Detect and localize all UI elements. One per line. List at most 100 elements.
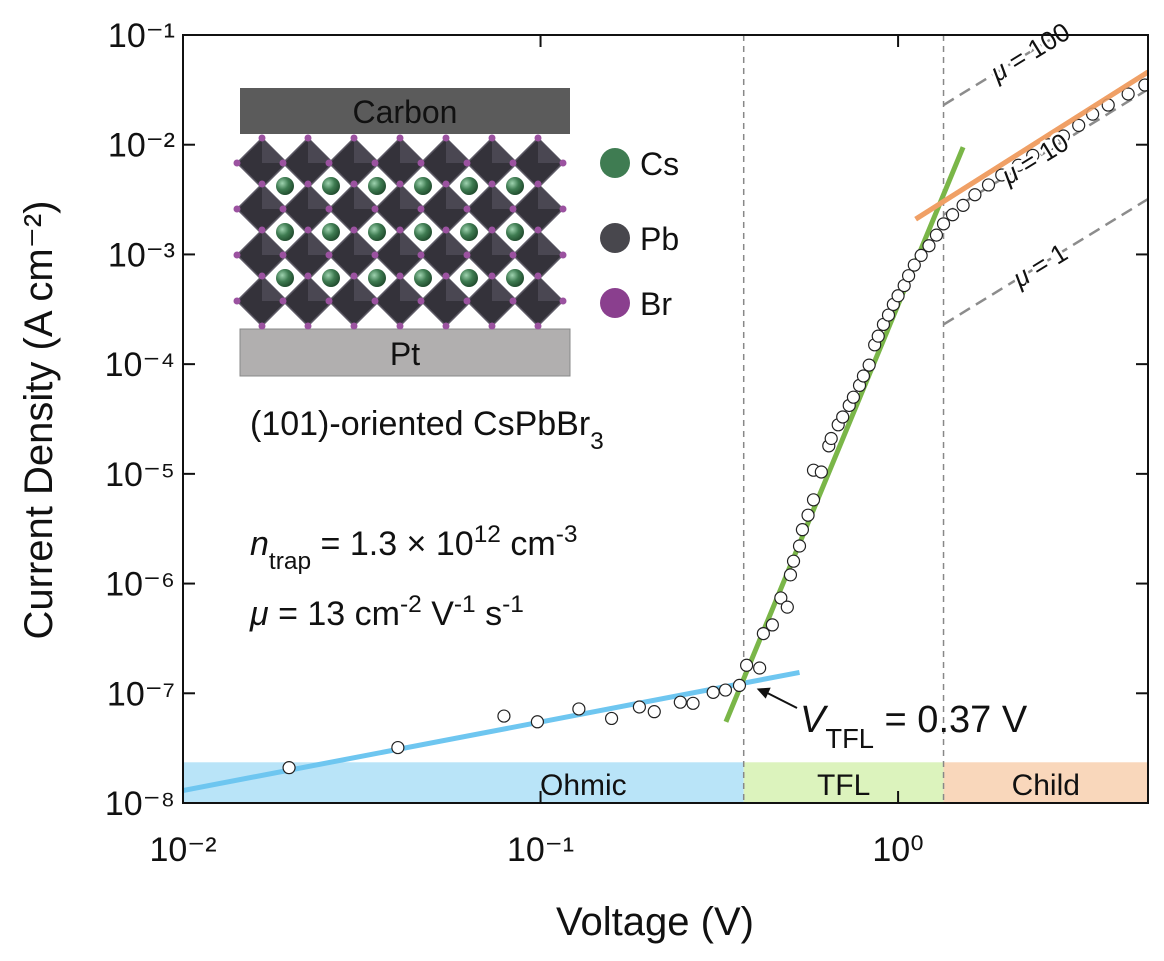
br-atom xyxy=(417,251,425,259)
br-atom xyxy=(371,251,379,259)
octahedron-face xyxy=(492,138,517,163)
annotation-run: = 0.37 V xyxy=(874,699,1028,741)
octahedron-face xyxy=(308,276,333,301)
octahedron-face xyxy=(446,276,471,301)
data-point xyxy=(391,740,405,755)
br-atom xyxy=(488,272,496,280)
br-atom xyxy=(325,251,333,259)
octahedron-face xyxy=(446,138,471,163)
octahedron-face xyxy=(446,184,471,209)
cs-atom xyxy=(322,223,340,241)
br-atom xyxy=(304,322,312,330)
cs-atom xyxy=(322,177,340,195)
pt-layer xyxy=(239,328,571,377)
annotation-run: = 1.3 × 10 xyxy=(311,525,474,563)
br-atom xyxy=(488,322,496,330)
data-point xyxy=(774,591,788,605)
inset-caption-run: 3 xyxy=(590,428,604,455)
annotation-run: trap xyxy=(269,548,311,575)
br-atom xyxy=(534,226,542,234)
octahedron-face xyxy=(446,230,471,255)
br-atom xyxy=(509,251,517,259)
br-atom xyxy=(371,205,379,213)
cs-atom xyxy=(414,269,432,287)
annotation: μ = 13 cm-2 V-1 s-1 xyxy=(249,591,524,634)
data-point xyxy=(995,168,1009,182)
br-atom xyxy=(488,134,496,142)
cs-atom xyxy=(276,223,294,241)
data-point xyxy=(647,705,661,719)
data-point xyxy=(497,709,511,723)
br-atom xyxy=(559,297,567,305)
cs-atom xyxy=(368,223,386,241)
br-atom xyxy=(396,226,404,234)
br-atom xyxy=(509,297,517,305)
reference-line xyxy=(942,197,1148,326)
data-point xyxy=(922,239,936,253)
y-tick-label: 10⁻⁷ xyxy=(107,675,175,713)
data-point xyxy=(756,626,770,641)
br-atom xyxy=(325,205,333,213)
br-atom xyxy=(534,322,542,330)
br-atom xyxy=(442,322,450,330)
br-atom xyxy=(442,272,450,280)
octahedron-face xyxy=(492,276,517,301)
br-atom xyxy=(304,180,312,188)
region-label: Child xyxy=(1012,769,1080,802)
octahedron-face xyxy=(354,184,379,209)
br-atom xyxy=(463,297,471,305)
data-point xyxy=(1041,138,1055,152)
octahedron-face xyxy=(492,230,517,255)
data-point xyxy=(282,761,296,775)
region-band xyxy=(743,762,944,803)
annotation-run: -2 xyxy=(400,591,422,618)
octahedron-face xyxy=(400,184,425,209)
legend-label: Cs xyxy=(640,146,679,182)
annotation-arrowhead xyxy=(756,687,771,699)
octahedron-face xyxy=(400,230,425,255)
cs-atom xyxy=(506,269,524,287)
x-tick-label: 10⁰ xyxy=(872,831,923,869)
br-atom xyxy=(258,134,266,142)
pt-label: Pt xyxy=(390,336,420,372)
br-atom xyxy=(279,251,287,259)
br-atom xyxy=(350,272,358,280)
data-point xyxy=(740,658,754,672)
octahedron-face xyxy=(492,184,517,209)
data-point xyxy=(1121,87,1135,101)
annotation-run: μ xyxy=(249,595,269,633)
reference-label: μ = 100 xyxy=(984,16,1075,88)
data-point xyxy=(806,493,821,507)
data-point xyxy=(604,711,619,726)
br-atom xyxy=(233,159,241,167)
octahedron-face xyxy=(400,276,425,301)
data-point xyxy=(862,358,876,372)
y-tick-label: 10⁻² xyxy=(108,127,175,165)
br-atom xyxy=(463,205,471,213)
data-point xyxy=(907,258,921,272)
br-atom xyxy=(233,297,241,305)
cs-atom xyxy=(460,177,478,195)
data-point xyxy=(891,289,905,303)
br-atom xyxy=(417,297,425,305)
br-atom xyxy=(233,251,241,259)
br-atom xyxy=(304,226,312,234)
data-point xyxy=(792,539,807,553)
cs-atom xyxy=(460,223,478,241)
cs-atom xyxy=(414,177,432,195)
data-point xyxy=(836,410,850,424)
br-atom xyxy=(371,297,379,305)
br-atom xyxy=(442,180,450,188)
data-point xyxy=(936,217,951,231)
br-atom xyxy=(304,272,312,280)
octahedron-face xyxy=(262,138,287,163)
y-tick-label: 10⁻³ xyxy=(108,236,175,274)
br-atom xyxy=(279,297,287,305)
reference-label: μ = 10 xyxy=(995,127,1074,191)
data-point xyxy=(718,683,733,697)
data-point xyxy=(686,696,700,710)
data-point xyxy=(673,695,687,709)
carbon-label: Carbon xyxy=(353,94,458,130)
data-point xyxy=(786,554,801,568)
